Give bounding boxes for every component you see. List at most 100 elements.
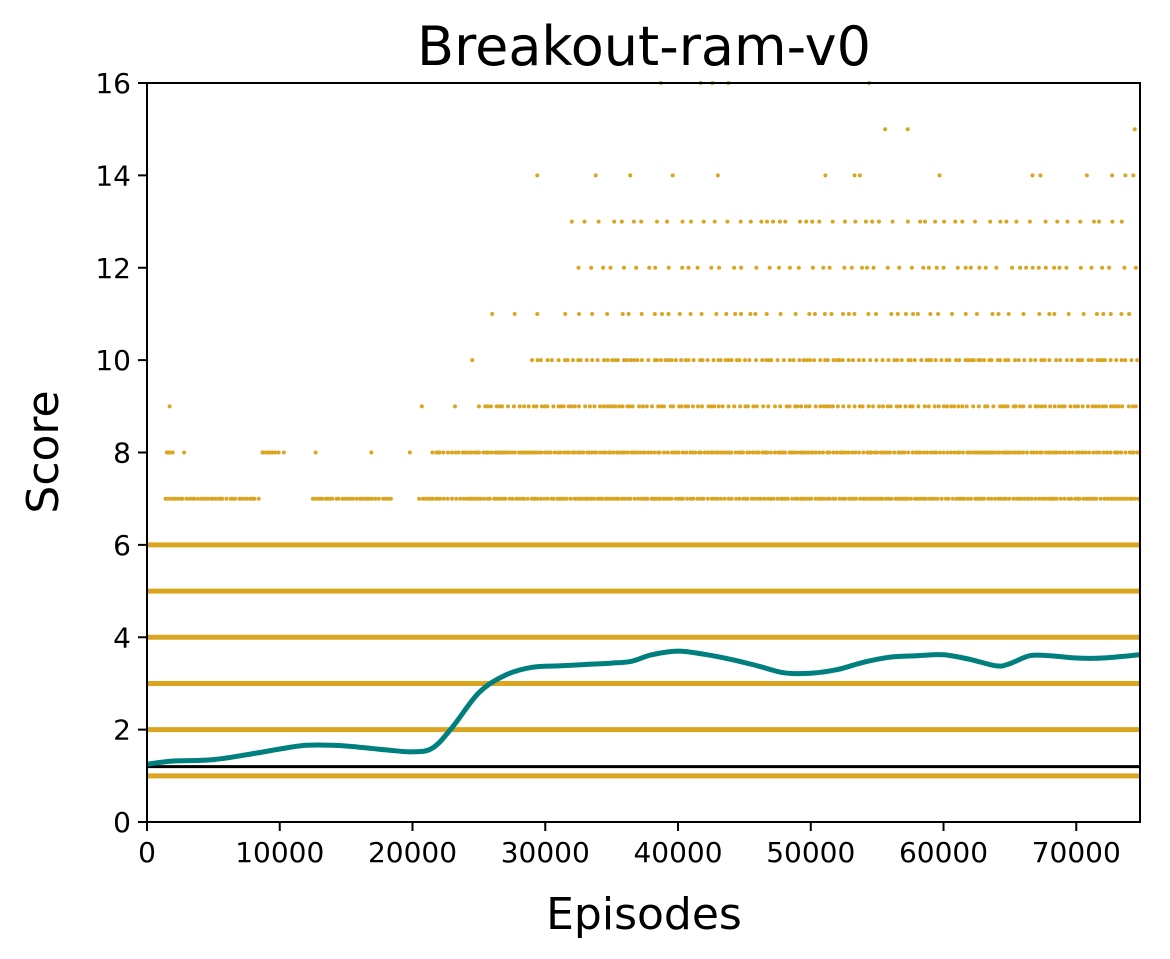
scatter-point (771, 496, 776, 501)
scatter-point (1037, 496, 1042, 501)
scatter-point (939, 496, 944, 501)
scatter-point (1021, 404, 1026, 409)
scatter-point (539, 450, 544, 455)
scatter-point (1006, 311, 1011, 316)
scatter-point (737, 358, 742, 363)
scatter-point (478, 496, 483, 501)
scatter-point (1119, 450, 1124, 455)
scatter-point (738, 404, 743, 409)
scatter-point (649, 450, 653, 455)
scatter-point (549, 358, 554, 363)
scatter-point (903, 404, 908, 409)
scatter-point (804, 358, 809, 363)
scatter-point (690, 404, 695, 409)
scatter-point (787, 265, 792, 270)
scatter-point (1036, 404, 1041, 409)
scatter-point (576, 265, 581, 270)
scatter-point (1037, 311, 1042, 316)
scatter-point (699, 311, 704, 316)
scatter-point (691, 496, 696, 501)
scatter-point (720, 404, 725, 409)
scatter-point (490, 311, 495, 316)
scatter-point (1081, 311, 1086, 316)
scatter-point (465, 496, 470, 501)
scatter-point (865, 265, 869, 270)
y-tick-label: 0 (113, 806, 131, 839)
scatter-point (1124, 496, 1129, 501)
scatter-point (711, 358, 716, 363)
scatter-point (821, 450, 825, 455)
scatter-point (450, 496, 454, 501)
scatter-point (635, 358, 640, 363)
scatter-point (1003, 358, 1008, 363)
scatter-point (610, 404, 615, 409)
scatter-point (1100, 265, 1105, 270)
scatter-point (637, 404, 642, 409)
scatter-point (1108, 311, 1113, 316)
scatter-point (936, 311, 941, 316)
scatter-point (877, 404, 881, 409)
scatter-point (313, 450, 318, 455)
scatter-point (1031, 450, 1036, 455)
scatter-point (1090, 404, 1095, 409)
scatter-point (909, 265, 914, 270)
scatter-point (894, 404, 899, 409)
scatter-point (1036, 265, 1041, 270)
scatter-point (1133, 265, 1138, 270)
scatter-point (611, 450, 616, 455)
scatter-point (739, 311, 743, 316)
scatter-point (978, 358, 983, 363)
scatter-point (1016, 358, 1021, 363)
scatter-point (603, 450, 608, 455)
scatter-point (1014, 219, 1019, 224)
scatter-point (551, 496, 556, 501)
scatter-point (754, 358, 758, 363)
scatter-point (1062, 496, 1067, 501)
scatter-point (1131, 450, 1136, 455)
scatter-point (737, 496, 742, 501)
scatter-point (351, 496, 355, 501)
scatter-point (1024, 265, 1029, 270)
scatter-point (960, 404, 965, 409)
scatter-point (1094, 311, 1099, 316)
scatter-point (998, 358, 1003, 363)
scatter-point (965, 496, 970, 501)
scatter-point (827, 496, 832, 501)
scatter-point (830, 404, 835, 409)
scatter-point (1077, 450, 1082, 455)
scatter-point (1033, 358, 1038, 363)
scatter-point (928, 358, 933, 363)
scatter-point (905, 219, 910, 224)
scatter-point (665, 219, 670, 224)
scatter-point (1029, 496, 1034, 501)
scatter-point (561, 404, 566, 409)
scatter-point (822, 496, 827, 501)
x-tick-label: 30000 (501, 836, 590, 869)
scatter-point (517, 496, 522, 501)
scatter-point (233, 496, 238, 501)
scatter-point (846, 311, 851, 316)
scatter-point (438, 496, 443, 501)
scatter-point (430, 450, 435, 455)
scatter-point (762, 496, 767, 501)
scatter-point (214, 496, 218, 501)
scatter-point (818, 358, 823, 363)
scatter-point (945, 450, 950, 455)
scatter-point (445, 496, 450, 501)
scatter-point (1115, 450, 1120, 455)
scatter-point (1047, 311, 1052, 316)
x-axis-label: Episodes (546, 889, 742, 940)
scatter-point (775, 358, 780, 363)
y-tick-label: 12 (95, 252, 131, 285)
scatter-point (888, 404, 893, 409)
scatter-point (941, 404, 946, 409)
scatter-point (1043, 450, 1048, 455)
scatter-point (489, 450, 494, 455)
scatter-point (684, 450, 689, 455)
scatter-point (568, 496, 573, 501)
scatter-point (1042, 358, 1047, 363)
scatter-point (610, 358, 615, 363)
scatter-point (874, 358, 879, 363)
scatter-point (1039, 404, 1044, 409)
scatter-point (665, 450, 670, 455)
